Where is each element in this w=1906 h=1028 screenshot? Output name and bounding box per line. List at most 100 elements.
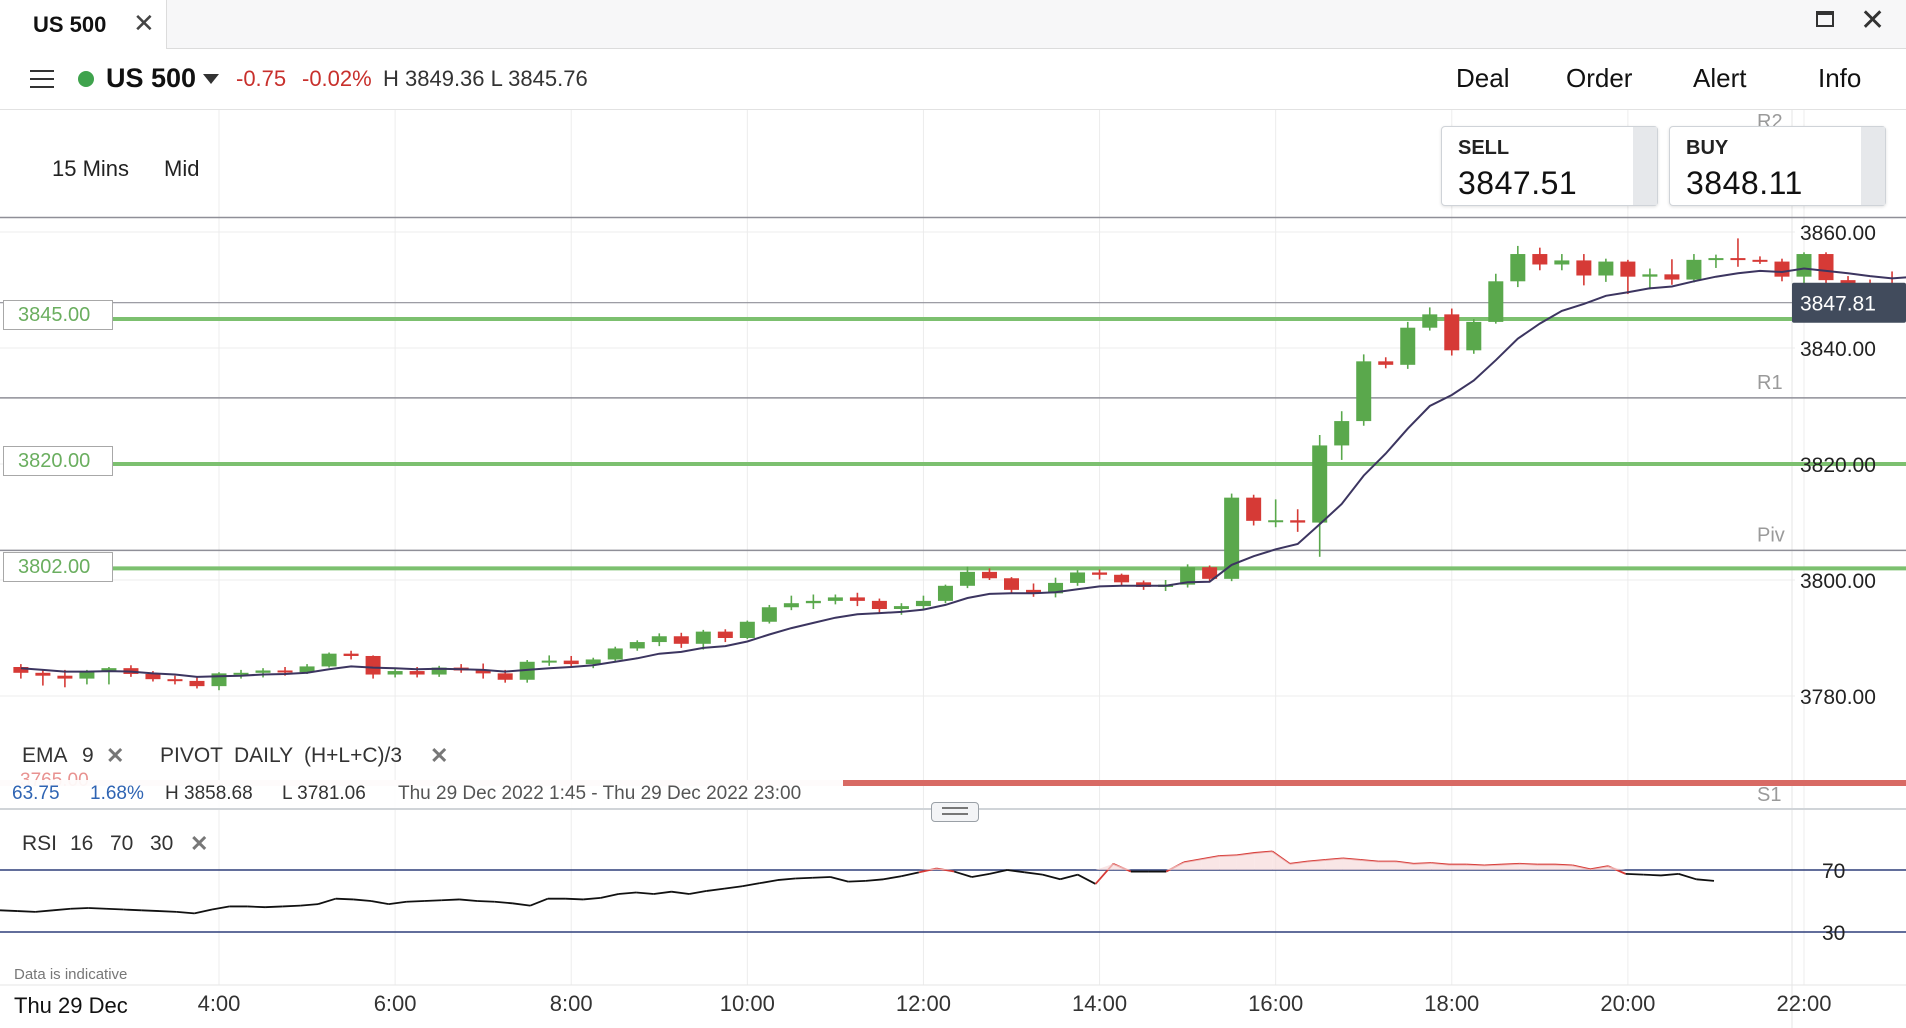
tab-us500[interactable]: US 500 ✕ [0,0,167,49]
rsi-overbought-fill [918,868,937,870]
candle-body [255,670,271,673]
alert-level-lines [0,302,1906,571]
pane-resize-handle[interactable] [931,802,979,822]
rsi-segment [17,910,36,913]
rsi-segment [512,902,531,907]
candle-body [1444,314,1460,351]
deal-button[interactable]: Deal [1456,63,1510,93]
candle-body [57,675,73,679]
market-open-status-icon [78,71,94,87]
price-tick-label: 3820.00 [1800,454,1876,477]
sell-tile-grip [1633,127,1657,205]
price-type-selector[interactable]: Mid [164,156,200,181]
candle-body [1840,280,1856,284]
rsi-segment [211,905,230,911]
candle-body [1290,520,1306,523]
ema-legend-name: EMA [22,744,68,767]
rsi-overbought-fill [1289,861,1308,870]
rsi-segment [406,900,425,903]
candle-body [101,668,117,672]
candle-body [1334,421,1350,446]
price-tick-label: 3860.00 [1800,222,1876,245]
candle-body [431,667,447,675]
chevron-down-icon[interactable] [203,74,219,84]
timeframe-selector[interactable]: 15 Mins [52,156,130,181]
candle-body [1730,258,1746,261]
pivot-legend-formula: (H+L+C)/3 [304,744,403,767]
level-box-3820[interactable]: 3820.00 [3,446,113,476]
candle-body [827,597,843,601]
maximize-icon[interactable] [1816,11,1834,27]
alert-button[interactable]: Alert [1693,63,1747,93]
price-change: -0.75 [236,66,287,91]
remove-rsi-icon[interactable]: ✕ [190,831,209,856]
candle-body [1136,582,1152,587]
instrument-name[interactable]: US 500 [106,63,197,93]
candle-body [1708,258,1724,261]
rsi-overbought-fill [1095,863,1114,870]
rsi-overbought-fill [1572,865,1591,870]
rsi-legend-name: RSI [22,832,58,855]
rsi-segment [989,869,1008,875]
candle-body [893,606,909,609]
level-box-3802[interactable]: 3802.00 [3,552,113,582]
candle-body [497,673,513,680]
rsi-overbought-fill [1378,861,1396,870]
rsi-overbought-fill [1307,859,1326,870]
rsi-overbought-fill [1254,851,1273,870]
candle-body [1598,261,1614,276]
candle-body [1400,327,1416,365]
candle-body [1818,254,1834,281]
rsi-overbought-fill [1466,864,1485,870]
rsi-overbought-fill [1554,864,1573,870]
price-tick-label: 3800.00 [1800,570,1876,593]
info-button[interactable]: Info [1818,63,1862,93]
rsi-overbought-fill [1395,861,1414,870]
time-tick-label: 22:00 [1776,991,1831,1016]
pivot-label-s1: S1 [1757,784,1781,806]
rsi-overbought-fill [1360,859,1379,870]
sell-label: SELL [1458,137,1510,159]
window-close-icon[interactable]: ✕ [1860,4,1886,37]
rsi-segment [35,909,54,913]
buy-tile[interactable]: BUY 3848.11 [1669,126,1886,206]
close-icon[interactable]: ✕ [133,8,155,38]
rsi-overbought-fill [936,868,955,870]
order-button[interactable]: Order [1566,63,1633,93]
sell-tile[interactable]: SELL 3847.51 [1441,126,1658,206]
rsi-overbought-fill [1537,864,1555,870]
time-tick-label: 8:00 [550,991,593,1016]
candle-body [805,600,821,604]
rsi-overbought-fill [1325,858,1343,870]
rsi-overbought-fill [1236,852,1255,870]
high-low: H 3849.36 L 3845.76 [383,66,588,91]
candle-body [849,597,865,601]
info-low: L 3781.06 [282,783,366,804]
candle-body [1796,254,1812,277]
candle-body [189,680,205,687]
rsi-segment [883,875,902,881]
rsi-segment [282,904,301,908]
time-tick-label: 12:00 [896,991,951,1016]
rsi-segment [759,879,778,885]
candle-body [1554,260,1570,265]
level-box-3845[interactable]: 3845.00 [3,300,113,330]
rsi-segment [176,910,195,915]
candle-body [1026,589,1042,594]
candle-body [1686,259,1702,280]
candle-body [563,660,579,665]
price-tick-label: 3780.00 [1800,686,1876,709]
candle-body [1664,274,1680,280]
rsi-overbought-fill [1519,863,1538,870]
candle-body [299,666,315,673]
rsi-legend-period: 16 [70,832,94,855]
remove-ema-icon[interactable]: ✕ [106,743,125,768]
rsi-segment [247,905,266,909]
menu-icon[interactable] [30,70,54,90]
rsi-segment [1201,855,1220,861]
rsi-overbought-fill [1607,866,1626,870]
rsi-segment [583,897,601,901]
remove-pivot-icon[interactable]: ✕ [430,743,449,768]
rsi-segment [848,879,866,883]
